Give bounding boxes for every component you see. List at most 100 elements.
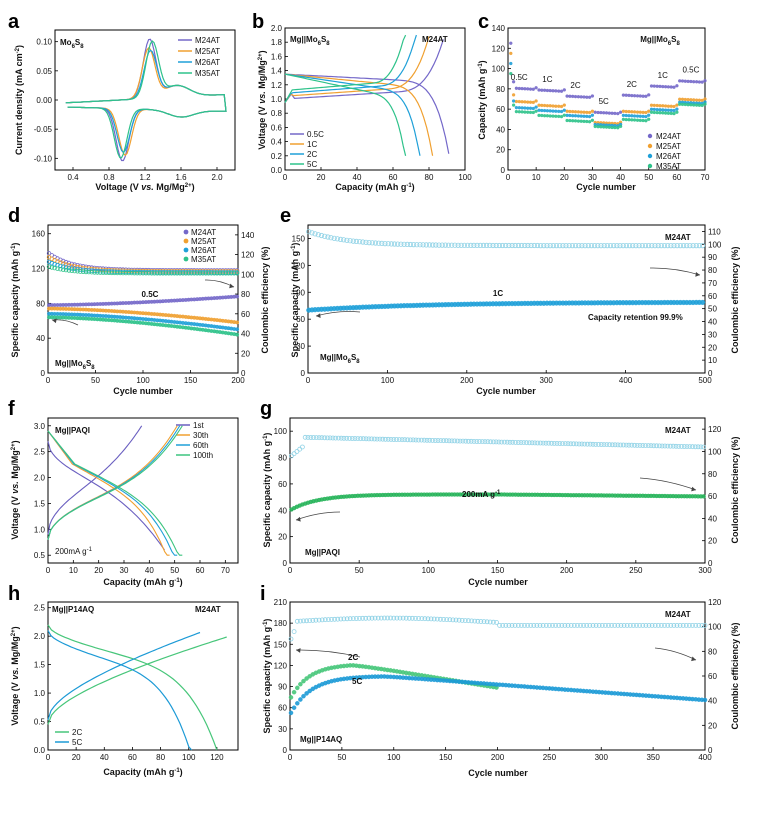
ce-point bbox=[626, 442, 632, 448]
ce-point bbox=[291, 629, 297, 634]
y-tick-label: 1.0 bbox=[34, 525, 46, 534]
ce-point bbox=[629, 442, 635, 448]
ce-point bbox=[646, 623, 652, 628]
y-tick-label: 120 bbox=[274, 661, 288, 670]
ce-point-M35AT bbox=[58, 267, 63, 272]
y-tick-label: 0 bbox=[283, 746, 288, 755]
rate-point-M26AT bbox=[666, 108, 671, 112]
legend-label: M25AT bbox=[191, 237, 216, 246]
ce-point bbox=[506, 242, 512, 249]
rate-point-M24AT bbox=[652, 84, 656, 88]
ce-point-M35AT bbox=[194, 271, 200, 276]
x-tick-label: 150 bbox=[184, 376, 198, 385]
ce-point bbox=[510, 439, 516, 445]
ce-point bbox=[665, 243, 671, 249]
ce-point bbox=[609, 623, 614, 628]
rate-point-M26AT bbox=[528, 106, 533, 110]
ce-point-M35AT bbox=[55, 266, 60, 271]
x-tick-label: 100 bbox=[458, 173, 472, 182]
rate-point-M35AT bbox=[641, 118, 645, 123]
y2-tick-label: 80 bbox=[708, 266, 717, 275]
capacity-point-M26AT bbox=[235, 327, 240, 332]
y-tick-label: 180 bbox=[274, 619, 288, 628]
ce-point bbox=[643, 443, 648, 449]
ce-point bbox=[302, 434, 308, 440]
rate-point-M35AT bbox=[562, 113, 566, 117]
rate-label: 200mA g-1 bbox=[462, 490, 501, 499]
ce-point bbox=[360, 615, 366, 621]
ce-point bbox=[471, 438, 477, 444]
legend-label: M24AT bbox=[656, 132, 681, 141]
rate-point-M24AT bbox=[694, 80, 699, 84]
ce-point bbox=[601, 243, 607, 249]
y-axis-label: Specific capacity (mAh g-1) bbox=[262, 433, 272, 548]
x-tick-label: 250 bbox=[629, 566, 643, 575]
ce-point bbox=[477, 439, 482, 444]
x-axis-label: Capacity (mAh g-1) bbox=[335, 182, 414, 192]
x-tick-label: 1.6 bbox=[175, 173, 187, 182]
ce-point bbox=[404, 241, 410, 247]
rate-point-M24AT bbox=[542, 88, 547, 92]
y2-axis-label: Coulombic efficiency (%) bbox=[730, 246, 740, 353]
ce-point bbox=[623, 442, 629, 448]
ce-point bbox=[305, 434, 311, 440]
panel-letter-g: g bbox=[260, 398, 272, 420]
rate-point-M24AT bbox=[587, 95, 592, 99]
ce-point-M35AT bbox=[146, 271, 151, 276]
arrow-to-right-axis-head bbox=[691, 656, 696, 662]
ce-point bbox=[503, 623, 509, 628]
rate-point-M24AT bbox=[658, 84, 662, 89]
y-axis-label: Voltage (V vs. Mg/Mg2+) bbox=[10, 626, 20, 725]
ce-point bbox=[357, 616, 362, 621]
x-axis-label: Voltage (V vs. Mg/Mg2+) bbox=[95, 182, 194, 192]
rate-point-M35AT bbox=[669, 111, 673, 116]
rate-point-M35AT bbox=[514, 109, 519, 114]
ce-point bbox=[550, 243, 556, 249]
x-tick-label: 0 bbox=[46, 376, 51, 385]
panel-d: 0 50 100 150 2000408012016002040608010012014… bbox=[10, 224, 270, 396]
ce-point bbox=[499, 242, 506, 249]
ce-point-M35AT bbox=[231, 271, 237, 276]
rate-point-M26AT bbox=[638, 114, 642, 118]
x-tick-label: 40 bbox=[145, 566, 154, 575]
ce-point bbox=[398, 241, 404, 247]
ce-point bbox=[396, 437, 402, 443]
ce-point bbox=[420, 242, 426, 248]
y2-tick-label: 30 bbox=[708, 330, 717, 339]
charge-curve-100th bbox=[47, 425, 183, 540]
ce-point-M35AT bbox=[200, 271, 205, 276]
y2-tick-label: 20 bbox=[241, 349, 250, 358]
ce-point bbox=[452, 242, 458, 248]
x-axis-label: Cycle number bbox=[476, 386, 536, 396]
ce-point bbox=[325, 234, 331, 240]
ce-point bbox=[617, 243, 623, 249]
ce-point bbox=[584, 623, 590, 628]
ce-point bbox=[565, 623, 571, 628]
rate-point-M25AT bbox=[694, 98, 699, 102]
x-tick-label: 150 bbox=[491, 566, 505, 575]
legend-marker bbox=[647, 163, 653, 169]
ce-point-M35AT bbox=[155, 271, 160, 276]
ce-point bbox=[376, 240, 382, 246]
x-tick-label: 80 bbox=[425, 173, 434, 182]
ce-point bbox=[599, 623, 605, 628]
ce-point bbox=[462, 618, 468, 623]
ce-point bbox=[677, 243, 684, 249]
x-tick-label: 30 bbox=[588, 173, 597, 182]
ce-point bbox=[571, 623, 577, 628]
arrow-to-left-axis bbox=[295, 511, 341, 521]
x-tick-label: 50 bbox=[170, 566, 179, 575]
y-tick-label: 100 bbox=[492, 65, 506, 74]
discharge-curve-0.5C bbox=[284, 73, 450, 154]
x-tick-label: 0 bbox=[46, 566, 51, 575]
y-tick-label: 90 bbox=[296, 288, 305, 297]
x-tick-label: 60 bbox=[196, 566, 205, 575]
ce-point bbox=[515, 242, 522, 249]
rate-point-M26AT bbox=[511, 99, 516, 103]
rate-point-M25AT bbox=[689, 98, 693, 102]
panel-letter-i: i bbox=[260, 583, 266, 605]
rate-point-M26AT bbox=[582, 114, 586, 118]
ce-point bbox=[501, 439, 507, 445]
ce-point bbox=[441, 438, 447, 444]
rate-point-M24AT bbox=[697, 80, 702, 84]
